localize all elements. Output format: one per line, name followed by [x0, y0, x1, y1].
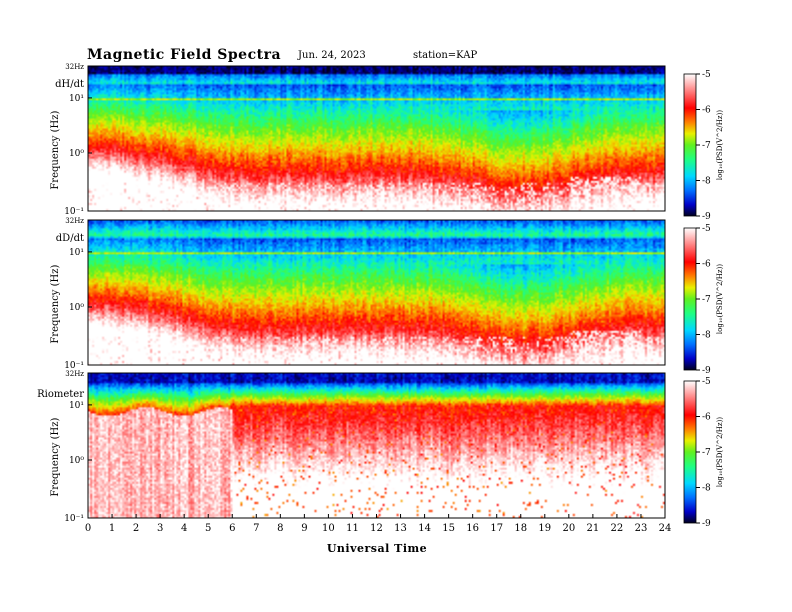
- y-tick-top: 32Hz: [65, 217, 84, 225]
- colorbar-tick-label: -9: [702, 212, 711, 222]
- x-tick-label: 2: [133, 523, 139, 534]
- x-tick-label: 22: [611, 523, 624, 534]
- colorbar: [683, 380, 697, 524]
- y-tick-label: 10¹: [69, 248, 84, 258]
- x-axis: 0 1 2 3 4 5 6 7 8 9 10 11 12 13 14 15 16 17 18 19 20 21 22 23 24: [85, 514, 672, 534]
- panel-label: dD/dt: [56, 233, 84, 244]
- colorbar-tick-label: -7: [702, 141, 711, 151]
- x-tick-label: 8: [277, 523, 283, 534]
- y-tick-label: 10⁰: [69, 303, 84, 313]
- y-axis-label: Frequency (Hz): [50, 417, 61, 496]
- colorbar-tick-label: -8: [702, 484, 711, 494]
- x-tick-label: 5: [205, 523, 211, 534]
- colorbar-tick-label: -6: [702, 106, 711, 116]
- date-label: Jun. 24, 2023: [297, 50, 366, 61]
- x-tick-label: 1: [109, 523, 115, 534]
- colorbar-tick-label: -7: [702, 448, 711, 458]
- x-tick-label: 15: [442, 523, 455, 534]
- colorbar-tick-label: -9: [702, 519, 711, 529]
- colorbar-tick-label: -9: [702, 366, 711, 376]
- x-tick-label: 18: [514, 523, 527, 534]
- x-tick-label: 14: [418, 523, 431, 534]
- colorbar-tick-label: -8: [702, 331, 711, 341]
- panel-1: dH/dt 32Hz 10¹ 10⁰ 10⁻¹ Frequency (Hz) -5 -6 -7 -…: [50, 63, 724, 222]
- panel-frame: [87, 65, 666, 212]
- x-tick-label: 9: [301, 523, 307, 534]
- x-tick-label: 17: [490, 523, 503, 534]
- y-tick-label: 10⁰: [69, 149, 84, 159]
- y-axis-label: Frequency (Hz): [50, 264, 61, 343]
- panels-group: dH/dt 32Hz 10¹ 10⁰ 10⁻¹ Frequency (Hz) -5 -6 -7 -…: [37, 63, 724, 529]
- colorbar-label: log₁₀(PSD(V^2/Hz)): [716, 264, 724, 334]
- x-tick-label: 0: [85, 523, 91, 534]
- colorbar-tick-label: -6: [702, 260, 711, 270]
- y-axis-label: Frequency (Hz): [50, 110, 61, 189]
- colorbar-tick-label: -5: [702, 70, 711, 80]
- chart-title: Magnetic Field Spectra: [87, 47, 281, 63]
- x-tick-label: 20: [562, 523, 575, 534]
- panel-label: dH/dt: [55, 79, 84, 90]
- x-tick-label: 13: [394, 523, 407, 534]
- x-tick-label: 4: [181, 523, 187, 534]
- colorbar-tick-label: -6: [702, 413, 711, 423]
- x-tick-label: 6: [229, 523, 235, 534]
- x-tick-label: 7: [253, 523, 259, 534]
- y-tick-label: 10⁻¹: [64, 361, 84, 371]
- x-tick-label: 3: [157, 523, 163, 534]
- panel-3: Riometer 32Hz 10¹ 10⁰ 10⁻¹ Frequency (Hz) -5 -6…: [37, 370, 724, 529]
- y-tick-top: 32Hz: [65, 370, 84, 378]
- colorbar-tick-label: -5: [702, 377, 711, 387]
- x-tick-label: 12: [370, 523, 383, 534]
- spectrogram-image: [88, 373, 665, 518]
- x-tick-label: 21: [587, 523, 600, 534]
- spectrogram-image: [88, 220, 665, 365]
- spectrogram-image: [88, 66, 665, 211]
- y-tick-label: 10⁻¹: [64, 514, 84, 524]
- panel-label: Riometer: [37, 389, 84, 400]
- x-tick-label: 16: [466, 523, 479, 534]
- x-axis-label: Universal Time: [327, 542, 427, 555]
- colorbar-label: log₁₀(PSD(V^2/Hz)): [716, 417, 724, 487]
- colorbar-label: log₁₀(PSD(V^2/Hz)): [716, 110, 724, 180]
- x-tick-label: 24: [659, 523, 672, 534]
- colorbar: [683, 73, 697, 217]
- colorbar-tick-label: -8: [702, 177, 711, 187]
- colorbar: [683, 227, 697, 371]
- panel-2: dD/dt 32Hz 10¹ 10⁰ 10⁻¹ Frequency (Hz) -5 -6 -7 -…: [50, 217, 724, 376]
- x-tick-label: 11: [346, 523, 359, 534]
- y-tick-label: 10⁰: [69, 456, 84, 466]
- panel-frame: [87, 219, 666, 366]
- x-tick-label: 19: [538, 523, 551, 534]
- y-tick-label: 10¹: [69, 94, 84, 104]
- station-label: station=KAP: [413, 50, 477, 61]
- y-tick-top: 32Hz: [65, 63, 84, 71]
- y-tick-label: 10⁻¹: [64, 207, 84, 217]
- x-tick-label: 10: [322, 523, 335, 534]
- colorbar-tick-label: -5: [702, 224, 711, 234]
- colorbar-tick-label: -7: [702, 295, 711, 305]
- y-tick-label: 10¹: [69, 401, 84, 411]
- x-tick-label: 23: [635, 523, 648, 534]
